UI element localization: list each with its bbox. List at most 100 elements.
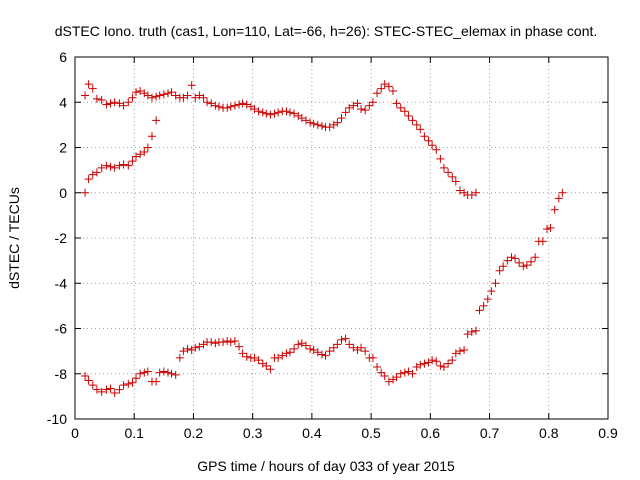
- data-point: [499, 262, 508, 271]
- data-point: [306, 344, 315, 353]
- data-point: [337, 335, 346, 344]
- data-point: [345, 103, 354, 112]
- data-point: [159, 367, 168, 376]
- data-point: [400, 368, 409, 377]
- data-point: [211, 339, 220, 348]
- data-point: [439, 362, 448, 371]
- data-point: [439, 163, 448, 172]
- data-point: [495, 266, 504, 275]
- data-point: [128, 157, 137, 166]
- data-point: [235, 342, 244, 351]
- data-point: [368, 353, 377, 362]
- data-point: [195, 91, 204, 100]
- data-point: [377, 84, 386, 93]
- data-point: [136, 150, 145, 159]
- data-point: [143, 143, 152, 152]
- data-point: [124, 98, 133, 107]
- data-point: [511, 254, 520, 263]
- data-point: [451, 349, 460, 358]
- data-point: [199, 93, 208, 102]
- data-point: [479, 301, 488, 310]
- data-point: [92, 168, 101, 177]
- data-point: [81, 372, 90, 381]
- data-point: [191, 343, 200, 352]
- data-point: [183, 91, 192, 100]
- data-point: [183, 344, 192, 353]
- data-point: [384, 377, 393, 386]
- data-point: [262, 361, 271, 370]
- data-point: [124, 379, 133, 388]
- data-point: [538, 237, 547, 246]
- data-point: [110, 163, 119, 172]
- x-tick-label: 0.9: [598, 425, 618, 441]
- data-point: [349, 343, 358, 352]
- y-tick-label: -8: [55, 366, 68, 382]
- data-point: [207, 338, 216, 347]
- data-point: [119, 160, 128, 169]
- data-point: [235, 100, 244, 109]
- data-point: [207, 99, 216, 108]
- y-tick-label: -10: [47, 411, 67, 427]
- data-point: [140, 368, 149, 377]
- data-point: [432, 357, 441, 366]
- y-tick-label: 0: [59, 185, 67, 201]
- data-point: [306, 118, 315, 127]
- data-point: [136, 86, 145, 95]
- data-point: [317, 122, 326, 131]
- data-point: [341, 108, 350, 117]
- data-point: [250, 353, 259, 362]
- data-point: [436, 361, 445, 370]
- data-point: [238, 99, 247, 108]
- data-point: [143, 91, 152, 100]
- data-point: [167, 369, 176, 378]
- data-point: [301, 116, 310, 125]
- data-point: [546, 223, 555, 232]
- data-point: [471, 188, 480, 197]
- data-point: [110, 98, 119, 107]
- data-point: [187, 81, 196, 90]
- data-point: [242, 352, 251, 361]
- data-point: [432, 145, 441, 154]
- data-point: [361, 106, 370, 115]
- data-series-2: [81, 116, 161, 197]
- data-point: [384, 82, 393, 91]
- data-point: [444, 359, 453, 368]
- data-point: [88, 381, 97, 390]
- data-point: [278, 351, 287, 360]
- data-point: [353, 99, 362, 108]
- y-tick-label: 4: [59, 94, 67, 110]
- data-point: [258, 108, 267, 117]
- data-point: [380, 80, 389, 89]
- data-point: [223, 103, 232, 112]
- data-point: [392, 99, 401, 108]
- data-point: [416, 125, 425, 134]
- data-point: [223, 336, 232, 345]
- data-point: [147, 93, 156, 102]
- data-point: [226, 102, 235, 111]
- data-point: [140, 148, 149, 157]
- data-point: [219, 338, 228, 347]
- data-point: [325, 123, 334, 132]
- data-point: [285, 108, 294, 117]
- data-point: [266, 365, 275, 374]
- data-point: [230, 101, 239, 110]
- data-point: [195, 342, 204, 351]
- data-point: [250, 105, 259, 114]
- data-point: [412, 120, 421, 129]
- data-point: [428, 356, 437, 365]
- data-point: [270, 109, 279, 118]
- data-point: [84, 80, 93, 89]
- data-point: [163, 368, 172, 377]
- data-point: [115, 385, 124, 394]
- x-tick-label: 0.7: [480, 425, 500, 441]
- data-point: [301, 341, 310, 350]
- data-point: [436, 154, 445, 163]
- data-point: [115, 99, 124, 108]
- data-point: [262, 109, 271, 118]
- data-point: [428, 141, 437, 150]
- x-tick-label: 0.2: [184, 425, 204, 441]
- data-point: [102, 161, 111, 170]
- data-point: [389, 86, 398, 95]
